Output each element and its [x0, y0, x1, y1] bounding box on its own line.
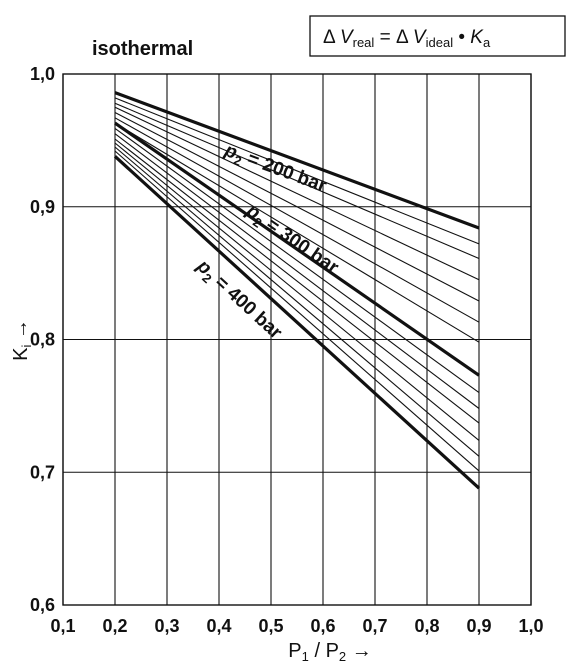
formula-delta-2: Δ [396, 27, 409, 48]
formula-k-sub: a [483, 35, 491, 50]
curve-line [114, 97, 480, 245]
x-axis-arrow: → [352, 640, 372, 662]
curve-line [114, 133, 480, 409]
curve-line [114, 150, 480, 472]
curve-line [114, 117, 480, 323]
x-tick-label: 0,8 [414, 616, 439, 636]
curve-label: p2 = 300 bar [240, 200, 343, 282]
y-axis-title: Ki → [10, 319, 34, 361]
x-tick-labels: 0,1 0,2 0,3 0,4 0,5 0,6 0,7 0,8 0,9 1,0 [50, 616, 543, 636]
x-tick-label: 0,4 [206, 616, 231, 636]
formula-box [309, 15, 566, 57]
x-tick-label: 0,7 [362, 616, 387, 636]
y-tick-label: 1,0 [30, 64, 55, 84]
formula-equals: = [380, 27, 391, 48]
x-axis-p1: P [288, 640, 301, 662]
plot-frame [62, 73, 532, 606]
x-axis-p2-sub: 2 [339, 649, 346, 664]
x-tick-label: 1,0 [518, 616, 543, 636]
x-axis-p1-sub: 1 [302, 649, 309, 664]
y-tick-label: 0,7 [30, 462, 55, 482]
y-axis-arrow: → [10, 319, 32, 339]
formula: Δ Vreal = Δ Videal • Ka [323, 27, 491, 50]
x-axis-p2: P [326, 640, 339, 662]
curve-line [114, 122, 480, 343]
formula-k: K [470, 27, 484, 48]
formula-ideal-sub: ideal [426, 35, 454, 50]
y-axis-k: K [10, 347, 32, 361]
curve-line [114, 138, 480, 424]
formula-real-sub: real [353, 35, 375, 50]
curve-line [114, 102, 480, 260]
y-tick-label: 0,6 [30, 595, 55, 615]
curves [113, 91, 481, 490]
curve-line [114, 91, 480, 230]
x-axis-title: P1 / P2 → [288, 640, 371, 664]
x-tick-label: 0,6 [310, 616, 335, 636]
x-tick-label: 0,1 [50, 616, 75, 636]
x-tick-label: 0,5 [258, 616, 283, 636]
x-tick-label: 0,3 [154, 616, 179, 636]
curve-label: p2 = 200 bar [220, 140, 330, 200]
curve-line [114, 142, 480, 441]
y-tick-label: 0,8 [30, 330, 55, 350]
curve-line [114, 146, 480, 457]
x-tick-label: 0,9 [466, 616, 491, 636]
x-tick-label: 0,2 [102, 616, 127, 636]
curve-line [114, 112, 480, 302]
formula-v-1: V [340, 27, 355, 48]
y-tick-label: 0,9 [30, 197, 55, 217]
formula-delta-1: Δ [323, 27, 336, 48]
curve-line [113, 155, 481, 490]
formula-dot: • [458, 27, 465, 48]
y-tick-labels: 0,6 0,7 0,8 0,9 1,0 [30, 64, 55, 615]
y-axis-k-sub: i [19, 345, 34, 348]
x-axis-slash: / [314, 640, 320, 662]
curve-line [114, 121, 480, 377]
curve-line [114, 127, 480, 394]
formula-v-2: V [413, 27, 428, 48]
curve-line [114, 106, 480, 281]
chart-title: isothermal [92, 38, 193, 60]
